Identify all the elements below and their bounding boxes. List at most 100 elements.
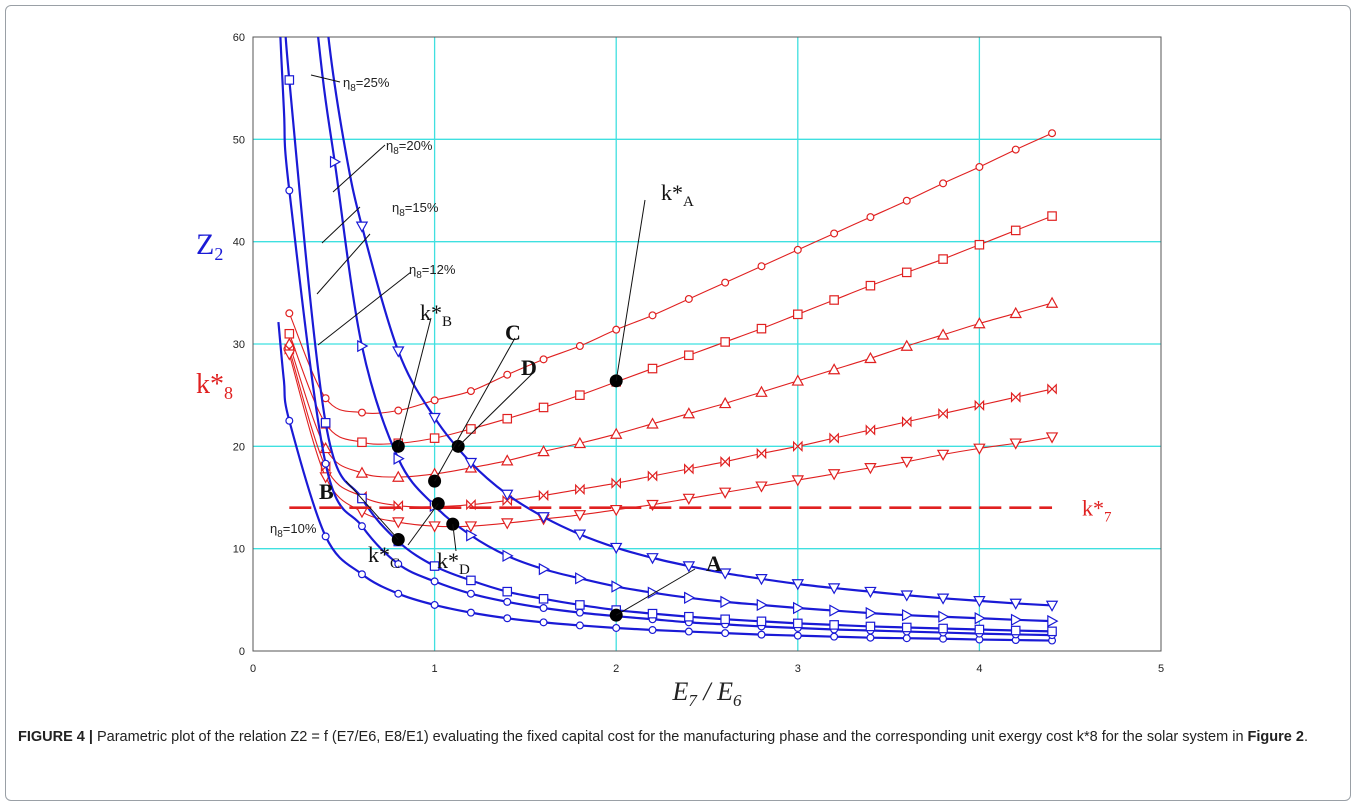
eta-leader: [316, 233, 371, 295]
k-series-point: [830, 229, 839, 238]
k-series-point: [284, 328, 295, 339]
z-series-point: [285, 186, 294, 195]
annotation-kC: k*C: [368, 542, 400, 572]
k-series-point: [428, 521, 441, 533]
z-series-line: [284, 37, 1053, 633]
k-series-point: [501, 454, 514, 466]
annotation-B: B: [319, 479, 334, 504]
eta-label-eta15: η8=15%: [392, 200, 439, 219]
x-axis-label: E7 / E6: [671, 677, 742, 710]
y-tick-label: 50: [233, 134, 245, 146]
k-series-point: [682, 407, 696, 419]
z-series-point: [973, 596, 986, 608]
k-series-point: [1047, 383, 1057, 395]
k-series-point: [864, 463, 877, 475]
z-series-point: [792, 601, 805, 615]
k-series-point: [720, 456, 730, 468]
z-series-point: [974, 624, 985, 635]
k-series-point: [900, 456, 913, 469]
z-series-point: [537, 512, 550, 524]
z-series-point: [756, 616, 767, 627]
z-series-point: [503, 614, 512, 623]
k-series-point: [575, 390, 585, 400]
k-series-point: [866, 213, 875, 222]
z-series-point: [827, 583, 841, 595]
k-series-point: [503, 370, 512, 379]
k-series-point: [720, 337, 730, 347]
plot-border: [252, 36, 1162, 652]
k-series-point: [646, 417, 659, 429]
z-series-point: [755, 574, 768, 586]
annotation-leader: [615, 199, 646, 381]
annotation-kD: k*D: [437, 548, 470, 578]
x-tick-label: 4: [976, 663, 982, 675]
z-series-point: [829, 620, 839, 630]
k-series-point: [757, 262, 766, 271]
z-series-point: [1010, 613, 1023, 627]
k-series-point: [755, 481, 768, 493]
caption-text: Parametric plot of the relation Z2 = f (…: [92, 729, 1248, 745]
z-series-point: [284, 75, 295, 85]
k-series-point: [974, 239, 985, 250]
k-series-point: [392, 470, 405, 482]
k-series-point: [538, 402, 549, 413]
y-tick-label: 20: [233, 441, 245, 453]
x-tick-label: 0: [250, 663, 256, 675]
z-series-point: [1047, 614, 1059, 628]
annotation-leader: [407, 503, 439, 546]
k-series-point: [612, 325, 621, 334]
k-series-point: [609, 427, 623, 439]
eta-leader: [332, 144, 386, 193]
x-tick-label: 1: [432, 663, 438, 675]
k-series-point: [466, 424, 476, 434]
z-series-point: [864, 586, 877, 599]
k-series-point: [936, 328, 950, 340]
z-series-point: [539, 618, 548, 627]
x-tick-label: 2: [613, 663, 619, 675]
annotation-C: C: [505, 320, 521, 345]
z-series-point: [538, 562, 550, 576]
caption-figure-ref[interactable]: Figure 2: [1247, 729, 1304, 745]
z-series-point: [321, 532, 330, 541]
k-series-point: [791, 374, 805, 386]
z-series-point: [575, 608, 584, 617]
z-series-point: [902, 634, 911, 643]
k-series-point: [684, 350, 694, 361]
k-series-point: [865, 280, 876, 291]
z-series-point: [355, 221, 369, 233]
z-series-point: [357, 522, 366, 531]
k-series-point: [501, 518, 514, 530]
figure-caption: FIGURE 4 | Parametric plot of the relati…: [18, 727, 1338, 748]
k7-label: k*7: [1082, 496, 1112, 526]
z-series-point: [684, 591, 696, 605]
caption-end: .: [1303, 729, 1308, 745]
k-series-point: [827, 469, 841, 481]
z-series-point: [757, 630, 766, 639]
k-series-point: [573, 510, 587, 522]
k-series-line: [288, 302, 1053, 478]
k-series-point: [684, 294, 693, 303]
k-series-point: [829, 295, 839, 305]
z-series-point: [501, 489, 514, 501]
k-series-point: [1047, 211, 1057, 221]
k-series-line: [288, 215, 1053, 445]
eta-label-eta25: η8=25%: [343, 75, 390, 94]
k-series-point: [936, 449, 950, 461]
k-series-point: [1010, 225, 1021, 236]
k-series-point: [755, 385, 768, 397]
z-series-point: [502, 586, 513, 597]
k-series-point: [647, 470, 658, 482]
y-tick-label: 60: [233, 32, 245, 44]
k-series-point: [647, 363, 658, 374]
z-series-point: [684, 627, 693, 636]
z-series-point: [901, 608, 914, 622]
z-series-point: [611, 580, 623, 593]
annotation-leader: [452, 524, 457, 552]
k-series-point: [1045, 432, 1059, 444]
k-series-point: [539, 355, 548, 364]
x-tick-label: 5: [1158, 663, 1164, 675]
z-series-point: [429, 561, 440, 571]
z-series-point: [464, 457, 478, 470]
k-series-point: [1009, 306, 1022, 319]
k-series-point: [611, 477, 622, 489]
